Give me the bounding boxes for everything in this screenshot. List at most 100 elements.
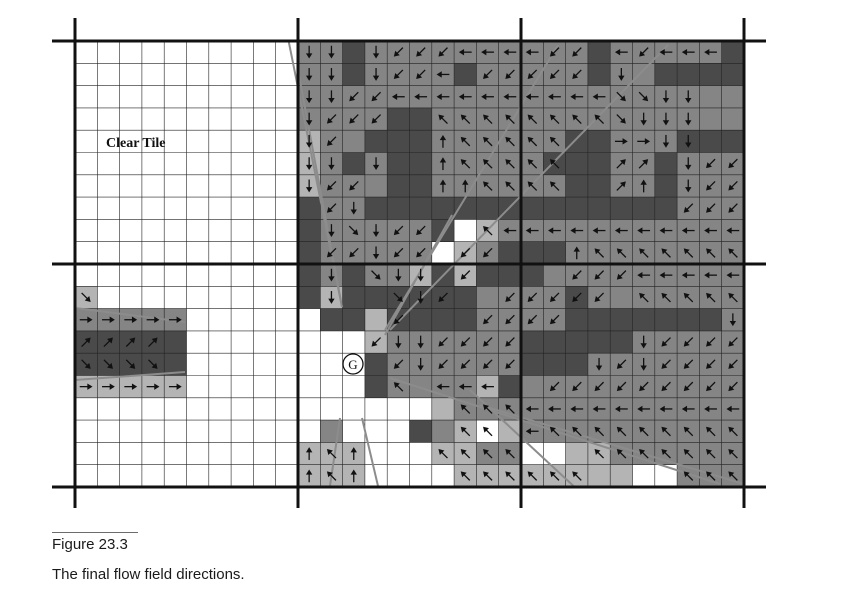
grid-cell bbox=[119, 286, 143, 309]
grid-cell bbox=[721, 41, 745, 64]
flow-arrow-l bbox=[570, 405, 584, 413]
flow-arrow-u bbox=[350, 469, 357, 483]
grid-cell bbox=[231, 152, 254, 176]
flow-arrow-r bbox=[168, 383, 182, 390]
grid-cell bbox=[431, 420, 455, 443]
grid-cell bbox=[275, 330, 299, 354]
flow-arrow-l bbox=[659, 48, 673, 56]
grid-cell bbox=[543, 264, 566, 287]
flow-arrow-ur bbox=[148, 337, 158, 348]
flow-arrow-l bbox=[481, 383, 494, 390]
flow-arrow-d bbox=[372, 224, 380, 237]
grid-cell bbox=[387, 197, 410, 220]
flow-arrow-d bbox=[305, 68, 313, 81]
grid-cell bbox=[298, 330, 321, 354]
grid-cell bbox=[186, 330, 210, 354]
flow-arrow-d bbox=[372, 45, 380, 59]
grid-cell bbox=[186, 420, 210, 443]
grid-cell bbox=[141, 41, 165, 64]
grid-cell bbox=[364, 308, 388, 332]
grid-cell bbox=[208, 330, 232, 354]
grid-cell bbox=[654, 63, 678, 86]
flow-arrow-dl bbox=[683, 337, 694, 347]
flow-arrow-ul bbox=[527, 159, 538, 169]
grid-cell bbox=[275, 397, 299, 421]
grid-cell bbox=[677, 308, 700, 332]
flow-arrow-ul bbox=[460, 114, 471, 125]
grid-cell bbox=[587, 63, 611, 86]
grid-cell bbox=[275, 464, 299, 488]
grid-cell bbox=[231, 219, 254, 242]
grid-cell bbox=[275, 197, 299, 220]
flow-arrow-d bbox=[328, 268, 335, 282]
flow-arrow-l bbox=[548, 93, 561, 100]
flow-arrow-dl bbox=[549, 381, 560, 392]
guide-line bbox=[384, 214, 453, 336]
flow-arrow-dl bbox=[326, 247, 337, 258]
flow-arrow-d bbox=[685, 134, 692, 148]
grid-cell bbox=[231, 174, 254, 198]
grid-cell bbox=[699, 85, 722, 109]
grid-cell bbox=[387, 442, 410, 465]
grid-cell bbox=[565, 330, 589, 354]
flow-arrow-ul bbox=[706, 292, 716, 303]
grid-cell bbox=[231, 330, 254, 354]
flow-arrow-ul bbox=[505, 449, 515, 459]
grid-cell bbox=[186, 464, 210, 488]
grid-cell bbox=[208, 420, 232, 443]
flow-arrow-dl bbox=[483, 69, 493, 79]
grid-cell bbox=[253, 197, 276, 220]
grid-cell bbox=[387, 152, 410, 176]
grid-cell bbox=[97, 85, 120, 109]
flow-arrow-u bbox=[573, 246, 580, 260]
flow-arrow-dl bbox=[616, 270, 627, 280]
grid-cell bbox=[164, 219, 187, 242]
grid-cell bbox=[342, 130, 366, 153]
flow-arrow-ul bbox=[594, 248, 605, 258]
flow-arrow-dl bbox=[616, 381, 627, 392]
flow-arrow-d bbox=[729, 313, 737, 327]
flow-arrow-ul bbox=[616, 449, 627, 459]
flow-arrow-d bbox=[662, 90, 670, 104]
grid-cell bbox=[164, 41, 187, 64]
grid-cell bbox=[431, 397, 455, 421]
flow-arrow-l bbox=[681, 48, 695, 56]
flow-arrow-ul bbox=[639, 248, 649, 258]
grid-cell bbox=[654, 174, 678, 198]
flow-arrow-ul bbox=[549, 181, 560, 191]
flow-arrow-dl bbox=[460, 359, 471, 369]
grid-cell bbox=[387, 420, 410, 443]
grid-cell bbox=[231, 308, 254, 332]
grid-cell bbox=[231, 130, 254, 153]
grid-cell bbox=[654, 197, 678, 220]
flow-arrow-ul bbox=[661, 426, 671, 437]
flow-arrow-dl bbox=[438, 337, 448, 347]
flow-arrow-ul bbox=[483, 426, 493, 437]
grid-cell bbox=[119, 85, 143, 109]
flow-arrow-r bbox=[124, 383, 138, 390]
flow-arrow-l bbox=[614, 405, 628, 413]
grid-cell bbox=[141, 219, 165, 242]
flow-arrow-ul bbox=[683, 449, 694, 459]
flow-arrow-dl bbox=[416, 69, 426, 79]
grid-cell bbox=[364, 197, 388, 220]
flow-arrow-l bbox=[592, 227, 606, 234]
grid-cell bbox=[431, 197, 455, 220]
flow-arrow-d bbox=[618, 68, 625, 81]
flow-arrow-dl bbox=[728, 337, 738, 347]
grid-cell bbox=[275, 308, 299, 332]
flow-arrow-dr bbox=[638, 91, 649, 102]
flow-arrow-dl bbox=[438, 359, 448, 369]
flow-arrow-dl bbox=[416, 225, 426, 236]
flow-arrow-l bbox=[570, 93, 584, 100]
grid-cell bbox=[342, 375, 366, 399]
caption-rule bbox=[52, 532, 138, 533]
flow-arrow-dr bbox=[348, 225, 359, 236]
grid-cell bbox=[75, 219, 98, 242]
grid-cell bbox=[364, 397, 388, 421]
grid-cell bbox=[587, 464, 611, 488]
grid-cell bbox=[409, 174, 433, 198]
flow-arrow-ul bbox=[505, 159, 515, 169]
grid-cell bbox=[409, 152, 433, 176]
grid-cell bbox=[721, 63, 745, 86]
